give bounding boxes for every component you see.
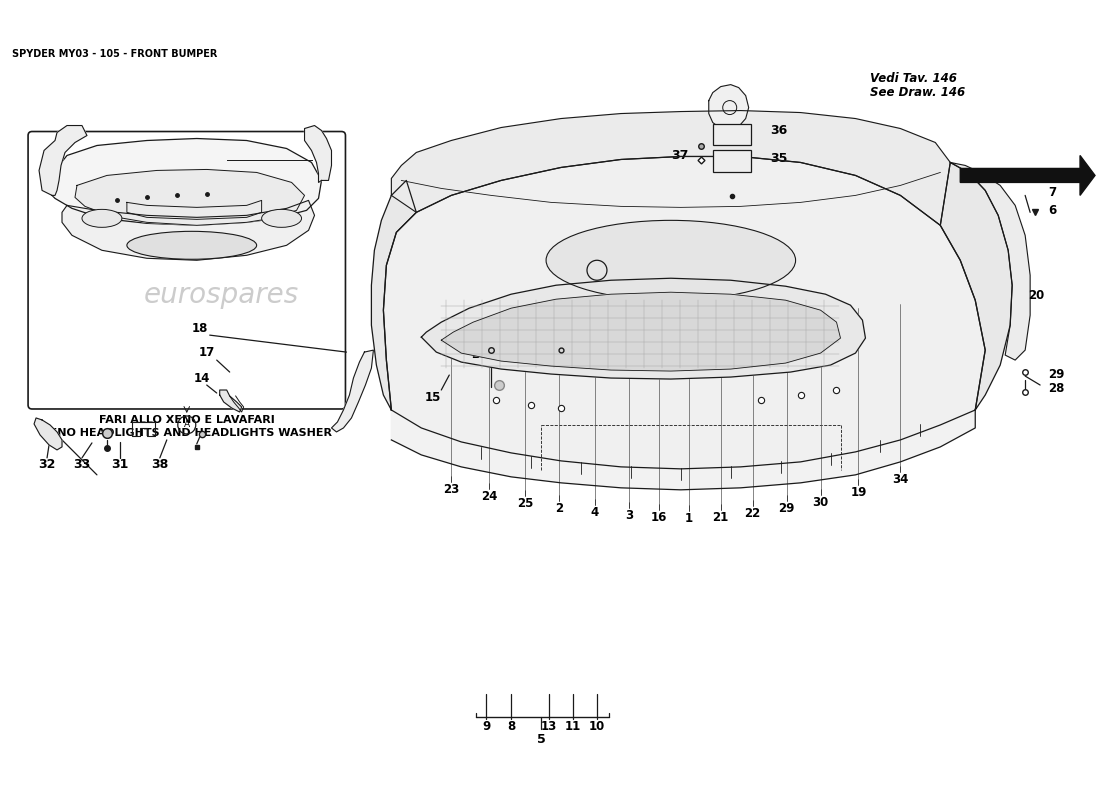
Polygon shape [392, 410, 976, 490]
Text: 34: 34 [892, 474, 909, 486]
Text: 21: 21 [713, 511, 729, 524]
Text: 13: 13 [541, 720, 558, 733]
Polygon shape [220, 390, 242, 412]
Text: SPYDER MY03 - 105 - FRONT BUMPER: SPYDER MY03 - 105 - FRONT BUMPER [12, 49, 218, 58]
Text: 4: 4 [591, 506, 600, 519]
Text: 22: 22 [745, 507, 761, 520]
Text: 29: 29 [779, 502, 795, 515]
Polygon shape [62, 200, 315, 260]
Polygon shape [392, 110, 950, 226]
Polygon shape [40, 126, 87, 195]
Text: 36: 36 [771, 124, 788, 137]
Polygon shape [34, 418, 62, 450]
Polygon shape [960, 155, 1094, 195]
Text: 7: 7 [1048, 186, 1056, 199]
Text: 17: 17 [199, 346, 214, 358]
Polygon shape [331, 350, 373, 432]
Text: eurospares: eurospares [144, 282, 299, 310]
Text: 29: 29 [1048, 367, 1065, 381]
Text: XENO HEADLIGHTS AND HEADLIGHTS WASHER: XENO HEADLIGHTS AND HEADLIGHTS WASHER [42, 428, 332, 438]
Text: A: A [594, 266, 601, 275]
Text: 26: 26 [469, 336, 485, 349]
Text: 10: 10 [588, 720, 605, 733]
Text: 1: 1 [315, 149, 323, 162]
Polygon shape [441, 292, 840, 371]
Text: 28: 28 [1048, 382, 1065, 394]
Text: 3: 3 [625, 510, 632, 522]
Text: A: A [184, 421, 190, 430]
Text: 23: 23 [443, 483, 460, 496]
Polygon shape [708, 85, 749, 130]
Text: 27: 27 [471, 347, 487, 361]
Bar [713, 150, 750, 173]
Bar [713, 123, 750, 146]
Text: 25: 25 [517, 498, 534, 510]
Text: 20: 20 [1028, 289, 1044, 302]
Text: 24: 24 [481, 490, 497, 503]
Text: See Draw. 146: See Draw. 146 [870, 86, 966, 99]
Text: 35: 35 [771, 152, 788, 165]
Ellipse shape [82, 210, 122, 227]
Text: 33: 33 [74, 458, 90, 471]
FancyBboxPatch shape [29, 131, 345, 409]
Text: 5: 5 [537, 733, 546, 746]
Text: 2: 2 [556, 502, 563, 515]
Text: 15: 15 [425, 390, 441, 403]
Polygon shape [950, 162, 1030, 360]
Text: 1: 1 [684, 512, 693, 526]
Text: 16: 16 [651, 511, 667, 524]
Text: 11: 11 [565, 720, 581, 733]
Text: 38: 38 [151, 458, 168, 471]
Polygon shape [421, 278, 866, 379]
Polygon shape [940, 162, 1012, 410]
Text: eurospares: eurospares [563, 336, 718, 364]
Text: FARI ALLO XENO E LAVAFARI: FARI ALLO XENO E LAVAFARI [99, 415, 275, 425]
Polygon shape [384, 157, 986, 469]
Polygon shape [305, 126, 331, 182]
Polygon shape [52, 138, 321, 226]
Text: 12: 12 [541, 322, 558, 334]
Polygon shape [75, 170, 305, 226]
Text: 19: 19 [850, 486, 867, 499]
Ellipse shape [546, 220, 795, 300]
Ellipse shape [126, 231, 256, 259]
Text: 6: 6 [1048, 204, 1056, 217]
Text: 30: 30 [813, 496, 828, 510]
Text: 18: 18 [191, 322, 208, 334]
Text: 9: 9 [482, 720, 491, 733]
Text: 31: 31 [111, 458, 129, 471]
Text: 32: 32 [39, 458, 56, 471]
Ellipse shape [262, 210, 301, 227]
Text: 14: 14 [194, 371, 210, 385]
Text: 37: 37 [671, 149, 689, 162]
Text: Vedi Tav. 146: Vedi Tav. 146 [870, 72, 957, 85]
Polygon shape [372, 181, 416, 410]
Text: 8: 8 [507, 720, 515, 733]
